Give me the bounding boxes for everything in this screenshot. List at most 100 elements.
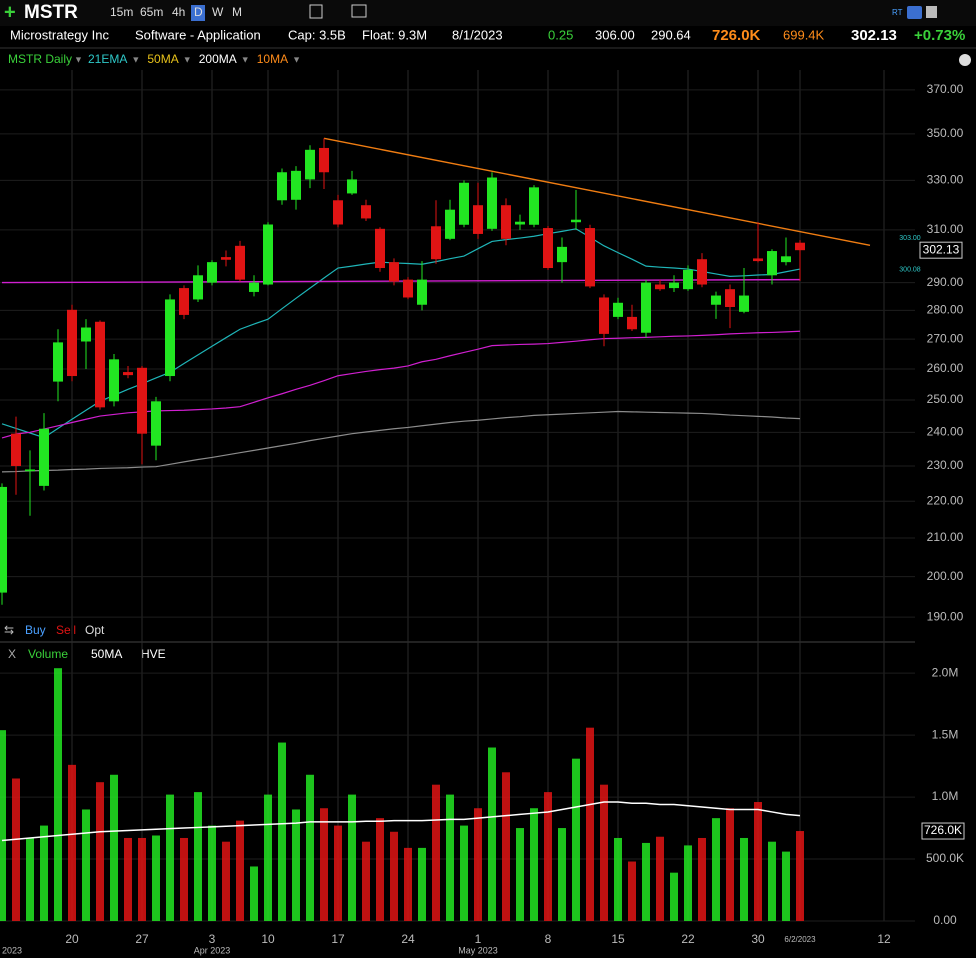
dropdown[interactable]: ▼ — [131, 54, 140, 64]
x-tick-label: 12 — [877, 932, 891, 946]
candle-body — [571, 219, 581, 223]
timeframe-button[interactable]: 15m — [110, 5, 133, 19]
volume-bar — [796, 831, 804, 921]
volume-bar — [194, 792, 202, 921]
dropdown[interactable]: ▼ — [241, 54, 250, 64]
chart-label[interactable]: MSTR Daily — [8, 52, 72, 66]
x-tick-label: 17 — [331, 932, 345, 946]
volume-bar — [586, 727, 594, 921]
volume-bar — [82, 809, 90, 921]
candle-body — [599, 297, 609, 334]
candle-body — [25, 469, 35, 472]
candle-body — [795, 242, 805, 251]
candle-body — [249, 282, 259, 292]
volume-bar — [404, 847, 412, 921]
candle-body — [179, 288, 189, 315]
last-price: 302.13 — [851, 27, 897, 44]
volume-bar — [180, 837, 188, 921]
candle-body — [375, 228, 385, 269]
moving-average-line — [1, 410, 801, 473]
candle-body — [109, 359, 119, 402]
candle-body — [291, 170, 301, 200]
volume-bar — [446, 794, 454, 921]
candle-body — [235, 245, 245, 280]
timeframe-button[interactable]: D — [194, 5, 203, 19]
volume-bar — [68, 764, 76, 921]
hve-label[interactable]: HVE — [141, 647, 166, 661]
dropdown[interactable]: ▼ — [292, 54, 301, 64]
candle-body — [655, 284, 665, 290]
buy-button[interactable]: Buy — [25, 623, 46, 637]
candle-body — [403, 279, 413, 298]
volume-bar — [628, 861, 636, 921]
sector: Software - Application — [135, 27, 261, 42]
candle-body — [389, 262, 399, 282]
moving-average-line — [1, 228, 801, 439]
timeframe-button[interactable]: M — [232, 5, 242, 19]
sell-button[interactable]: Sell — [56, 623, 76, 637]
opt-button[interactable]: Opt — [85, 623, 105, 637]
volume-bar — [558, 828, 566, 921]
timeframe-button[interactable]: 65m — [140, 5, 163, 19]
y-tick-label: 240.00 — [927, 425, 964, 439]
volume-tick-label: 2.0M — [932, 665, 959, 679]
candle-body — [627, 316, 637, 330]
x-tick-label: 6/2/2023 — [784, 935, 816, 944]
candle-body — [361, 205, 371, 219]
candle-body — [459, 182, 469, 225]
candle-body — [683, 269, 693, 290]
symbol[interactable]: MSTR — [24, 2, 78, 23]
candle-body — [151, 401, 161, 446]
candle-body — [669, 282, 679, 289]
settings-icon[interactable] — [959, 54, 971, 66]
add-icon[interactable]: + — [4, 1, 16, 23]
volume-bar — [418, 847, 426, 921]
swap-icon[interactable]: ⇆ — [4, 623, 14, 637]
dropdown[interactable]: ▼ — [74, 54, 83, 64]
moving-average-line — [1, 330, 801, 439]
y-tick-label: 250.00 — [927, 392, 964, 406]
candle-body — [445, 209, 455, 239]
candle-body — [725, 289, 735, 307]
volume-bar — [614, 837, 622, 921]
legend-item[interactable]: 50MA — [147, 52, 178, 66]
volume-bar — [26, 837, 34, 921]
volume-ma-label[interactable]: 50MA — [91, 647, 122, 661]
volume-bar — [474, 808, 482, 921]
timeframe-button[interactable]: W — [212, 5, 224, 19]
market-cap: Cap: 3.5B — [288, 27, 346, 42]
price-tag — [919, 241, 963, 259]
tool-icon[interactable] — [309, 4, 323, 19]
volume-bar — [642, 842, 650, 921]
legend-item[interactable]: 200MA — [199, 52, 237, 66]
candle-body — [53, 342, 63, 382]
save-icon[interactable] — [926, 6, 937, 18]
volume: 726.0K — [712, 27, 761, 44]
legend-item[interactable]: 10MA — [257, 52, 288, 66]
candle-body — [123, 372, 133, 376]
volume-bar — [292, 809, 300, 921]
volume-bar — [306, 774, 314, 921]
timeframe-button[interactable]: 4h — [172, 5, 185, 19]
candle-body — [221, 257, 231, 260]
company-name: Microstrategy Inc — [10, 27, 109, 42]
legend-item[interactable]: 21EMA — [88, 52, 127, 66]
x-tick-label: 8 — [545, 932, 552, 946]
x-tick-label: 10 — [261, 932, 275, 946]
volume-label[interactable]: Volume — [28, 647, 68, 661]
candle-body — [641, 282, 651, 333]
s-icon[interactable] — [907, 6, 922, 19]
y-tick-label: 270.00 — [927, 331, 964, 345]
rt-label[interactable]: RT — [892, 8, 903, 17]
change: 0.25 — [548, 27, 573, 42]
volume-bar — [670, 872, 678, 921]
month-label: May 2023 — [458, 945, 498, 955]
dropdown[interactable]: ▼ — [183, 54, 192, 64]
close-volume[interactable]: X — [8, 647, 16, 661]
trend-line — [323, 137, 871, 246]
x-tick-label: 15 — [611, 932, 625, 946]
date: 8/1/2023 — [452, 27, 503, 42]
tool-icon[interactable] — [351, 4, 367, 18]
volume-bar — [96, 782, 104, 921]
